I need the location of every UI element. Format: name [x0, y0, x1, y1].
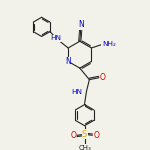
Text: HN: HN	[50, 35, 61, 41]
Text: N: N	[78, 20, 84, 29]
Text: HN: HN	[72, 89, 83, 95]
Text: O: O	[100, 73, 106, 82]
Text: O: O	[70, 131, 76, 140]
Text: S: S	[82, 130, 87, 139]
Text: NH₂: NH₂	[102, 41, 116, 47]
Text: O: O	[93, 131, 99, 140]
Text: CH₃: CH₃	[78, 145, 91, 150]
Text: N: N	[65, 57, 71, 66]
